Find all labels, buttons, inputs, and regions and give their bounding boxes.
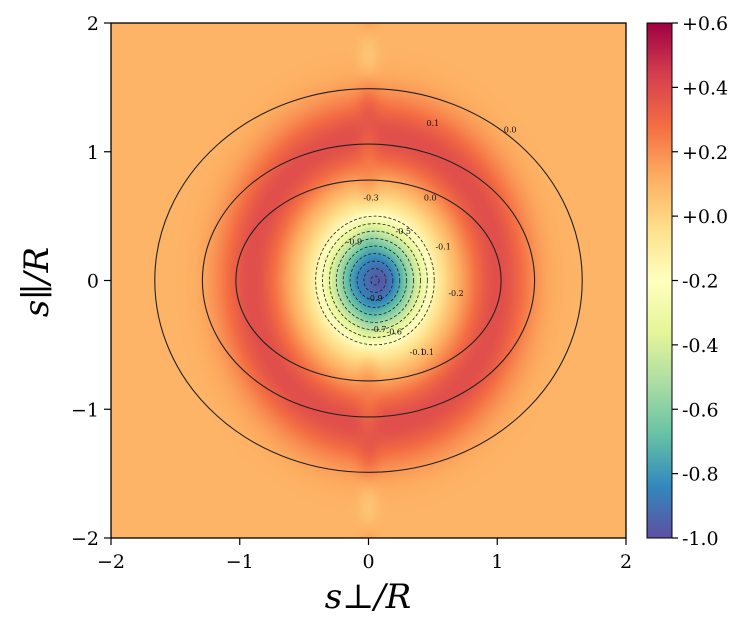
colorbar-tick-label: -0.2 <box>682 271 719 293</box>
y-tick-label: −1 <box>71 399 99 421</box>
colorbar-tick-label: +0.2 <box>682 142 728 164</box>
outer-contour-label-2: 0.0 <box>504 125 517 134</box>
plot-area: 0.00.1-0.1-0.2-0.1-0.3-0.5-0.6-0.7-0.9-0… <box>110 22 627 539</box>
y-tick-label: 0 <box>87 271 99 293</box>
inner-contour-label-2: 0.1 <box>421 348 434 357</box>
colorbar-tick-label: -0.6 <box>682 399 719 421</box>
x-tick-label: 0 <box>362 551 374 573</box>
inner-contour-label-1: 0.0 <box>424 194 437 203</box>
colorbar-tick-label: -1.0 <box>682 528 719 550</box>
dashed-contour-6 <box>349 253 401 308</box>
dashed-contour-4 <box>335 238 414 323</box>
x-tick-label: −1 <box>226 551 254 573</box>
colorbar-tick-label: +0.0 <box>682 206 728 228</box>
inner-contour-label-3: -0.1 <box>435 243 450 252</box>
colorbar-tick-label: +0.6 <box>682 13 728 35</box>
colorbar: +0.6 +0.4 +0.2 +0.0 -0.2 -0.4 -0.6 -0.8 -1.0 <box>646 13 728 550</box>
dashed-contour-3 <box>329 230 421 331</box>
inner-contour-label-11: -0.9 <box>367 294 382 303</box>
x-axis-ticks: −2 −1 0 1 2 <box>97 538 632 573</box>
y-tick-label: −2 <box>71 528 99 550</box>
colorbar-bar <box>646 22 673 539</box>
inner-contour-label-10: -0.9 <box>347 237 362 246</box>
x-axis-label: s⊥/R <box>325 577 411 617</box>
inner-contour-label-9: -0.7 <box>371 325 386 334</box>
y-axis-label: s∥/R <box>17 247 57 317</box>
x-tick-label: 1 <box>491 551 503 573</box>
inner-contour-label-5: -0.1 <box>410 348 425 357</box>
colorbar-tick-label: +0.4 <box>682 77 728 99</box>
inner-contour-label-8: -0.6 <box>387 328 402 337</box>
x-tick-label: 2 <box>620 551 632 573</box>
outer-contour-label-1: 0.1 <box>427 119 440 128</box>
dashed-contour-8 <box>363 268 387 293</box>
dashed-contour-5 <box>342 245 408 316</box>
dashed-contour-1 <box>315 215 435 346</box>
solid-contour-3 <box>154 88 583 473</box>
dashed-contour-7 <box>356 260 394 301</box>
contour-labels: 0.00.1-0.1-0.2-0.1-0.3-0.5-0.6-0.7-0.9-0… <box>347 119 517 357</box>
heatmap-image <box>111 23 626 538</box>
inner-contour-label-4: -0.2 <box>448 289 463 298</box>
dashed-contour-2 <box>322 223 428 338</box>
solid-contour-1 <box>235 179 502 382</box>
dashed-contour-9 <box>370 275 380 286</box>
x-tick-label: −2 <box>97 551 125 573</box>
y-tick-label: 2 <box>87 13 99 35</box>
colorbar-tick-label: -0.4 <box>682 335 719 357</box>
y-axis-ticks: −2 −1 0 1 2 <box>71 13 111 550</box>
y-tick-label: 1 <box>87 142 99 164</box>
colorbar-ticks: +0.6 +0.4 +0.2 +0.0 -0.2 -0.4 -0.6 -0.8 -1.0 <box>672 13 728 550</box>
colorbar-tick-label: -0.8 <box>682 464 719 486</box>
contour-lines <box>154 88 583 473</box>
inner-contour-label-6: -0.3 <box>363 194 378 203</box>
solid-contour-2 <box>201 143 536 418</box>
inner-contour-label-7: -0.5 <box>396 227 411 236</box>
